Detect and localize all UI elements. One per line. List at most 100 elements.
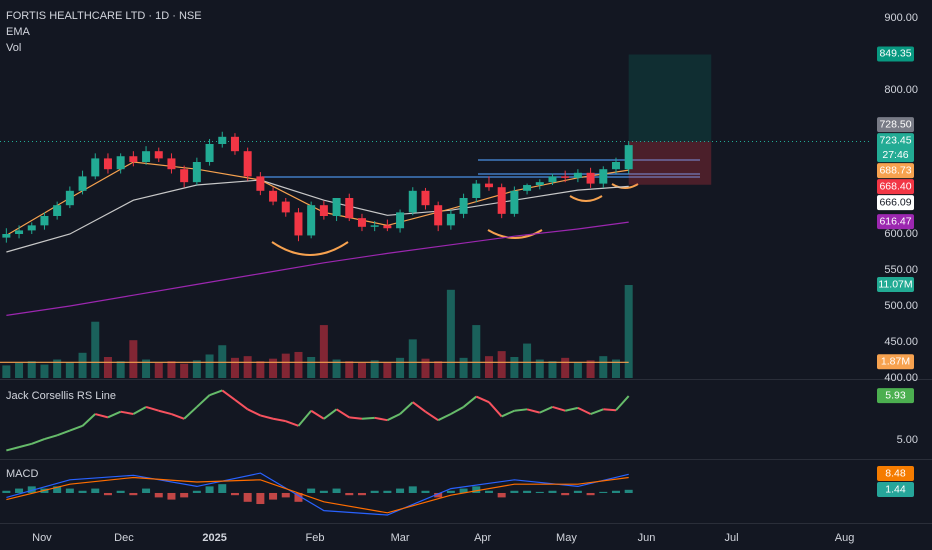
candle-body [294, 212, 303, 236]
rs-line-segment [336, 408, 350, 419]
rs-line-segment [209, 389, 223, 397]
candle-body [396, 212, 405, 229]
volume-bar [599, 356, 608, 378]
macd-histogram-bar [256, 492, 265, 505]
cup-arc [487, 229, 543, 239]
volume-bar [459, 357, 468, 378]
x-tick-label: Nov [32, 532, 52, 544]
y-tick-label: 900.00 [884, 12, 918, 24]
candle-body [586, 172, 595, 184]
rs-line-segment [234, 399, 249, 411]
volume-bar [129, 340, 138, 378]
volume-bar [78, 352, 87, 378]
volume-bar [345, 361, 354, 378]
candle-body [53, 205, 62, 216]
candle-body [243, 151, 252, 177]
macd-histogram-bar [573, 490, 582, 493]
volume-badge [877, 277, 914, 293]
candle-body [154, 151, 163, 159]
price-badge-label: 5.93 [885, 389, 906, 401]
macd-histogram-bar [396, 488, 405, 493]
macd-histogram-bar [78, 490, 87, 493]
volume-badge-label: 11.07M [878, 278, 912, 290]
rs-line-segment [297, 410, 312, 427]
candle-body [78, 176, 87, 191]
volume-bar [167, 361, 176, 378]
rs-line-segment [145, 405, 160, 412]
rs-line-segment [603, 408, 617, 412]
candle-body [218, 136, 227, 144]
macd-histogram-bar [129, 492, 138, 496]
rs-line-segment [247, 408, 261, 417]
rs-line-segment [552, 405, 566, 412]
candle-body [319, 205, 328, 216]
volume-bar [243, 356, 252, 378]
rs-line-segment [323, 408, 338, 420]
volume-bar [624, 285, 633, 378]
price-badge-label: 728.50 [879, 118, 911, 130]
candle-body [472, 183, 481, 198]
candle-body [523, 185, 532, 191]
symbol-title: FORTIS HEALTHCARE LTD · 1D · NSE [6, 10, 202, 22]
candle-body [142, 151, 151, 162]
candle-body [573, 172, 582, 178]
rs-line-segment [488, 401, 503, 418]
macd-histogram-bar [332, 488, 341, 493]
indicator-line [6, 472, 629, 516]
rs-line-segment [310, 409, 325, 420]
rs-line-segment [475, 395, 490, 404]
volume-bar [269, 358, 278, 378]
rs-line-segment [386, 413, 401, 422]
macd-histogram-bar [281, 492, 290, 498]
volume-bar [218, 345, 227, 378]
price-badge [877, 133, 914, 163]
rs-line-segment [437, 413, 452, 422]
volume-bar [142, 359, 151, 378]
macd-histogram-bar [103, 492, 112, 496]
indicator-line [6, 476, 629, 514]
candle-body [497, 187, 506, 214]
candle-body [192, 162, 201, 183]
volume-bar [497, 351, 506, 378]
volume-bar [611, 359, 620, 378]
macd-histogram-bar [345, 492, 354, 496]
macd-histogram-bar [27, 486, 36, 493]
candle-body [535, 182, 544, 186]
price-badge [877, 214, 914, 230]
candle-body [357, 218, 366, 227]
rs-line-segment [615, 395, 630, 411]
volume-badge-label: 1.87M [881, 356, 910, 368]
volume-bar [256, 361, 265, 378]
macd-histogram-bar [408, 486, 417, 493]
volume-bar [2, 365, 11, 378]
rs-line-segment [107, 410, 122, 419]
price-badge [877, 117, 914, 133]
candle-body [40, 216, 49, 226]
volume-bar [421, 358, 430, 378]
rs-line-segment [577, 406, 592, 415]
x-tick-label: Aug [835, 532, 855, 544]
y-tick-label: 5.00 [897, 434, 918, 446]
candle-body [370, 225, 379, 227]
rs-line-segment [514, 408, 528, 412]
rs-line-segment [349, 416, 363, 420]
y-tick-label: 400.00 [884, 372, 918, 384]
macd-histogram-bar [142, 488, 151, 493]
price-badge [877, 163, 914, 179]
volume-bar [294, 351, 303, 378]
y-tick-label: 550.00 [884, 264, 918, 276]
macd-histogram-bar [269, 492, 278, 500]
price-badge [877, 388, 914, 404]
candle-body [383, 225, 392, 229]
candle-body [624, 145, 633, 170]
macd-histogram-bar [472, 486, 481, 493]
volume-badge [877, 354, 914, 370]
macd-histogram-bar [319, 490, 328, 493]
macd-histogram-bar [205, 486, 214, 493]
macd-histogram-bar [459, 488, 468, 493]
macd-histogram-bar [116, 490, 125, 493]
x-tick-label: 2025 [202, 532, 226, 544]
macd-histogram-bar [497, 492, 506, 498]
volume-bar [586, 360, 595, 378]
